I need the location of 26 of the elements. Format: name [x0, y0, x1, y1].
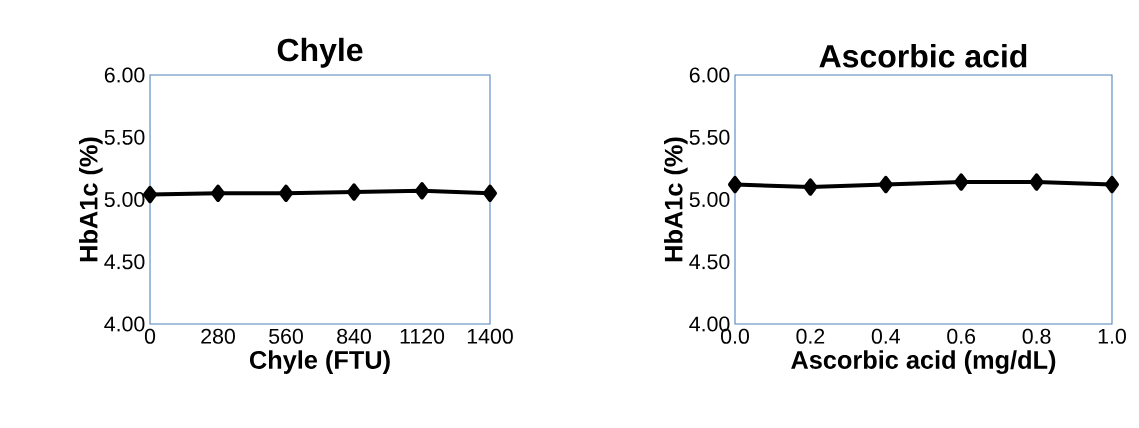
x-tick-label: 280	[201, 328, 235, 344]
y-axis-title: HbA1c (%)	[79, 137, 103, 262]
x-tick-label: 840	[337, 328, 371, 344]
chart-title: Ascorbic acid	[819, 44, 1027, 68]
x-tick-label: 1120	[400, 328, 445, 344]
y-tick-label: 5.50	[104, 129, 145, 145]
x-tick-label: 0.6	[947, 328, 976, 344]
chart-title: Chyle	[277, 37, 363, 68]
y-tick-label: 4.50	[104, 254, 145, 270]
x-tick-label: 0	[144, 328, 156, 344]
y-tick-label: 5.50	[689, 129, 730, 145]
y-tick-label: 5.00	[689, 191, 730, 208]
y-tick-label: 4.50	[689, 254, 730, 270]
x-tick-label: 560	[269, 328, 303, 344]
x-tick-label: 1400	[467, 328, 513, 344]
x-axis-title: Chyle (FTU)	[249, 350, 390, 374]
y-axis-title: HbA1c (%)	[664, 137, 688, 262]
y-tick-label: 6.00	[689, 67, 730, 83]
x-axis-title: Ascorbic acid (mg/dL)	[791, 350, 1056, 375]
y-tick-label: 6.00	[104, 67, 145, 83]
x-tick-label: 0.4	[871, 328, 900, 344]
x-tick-label: 1.0	[1098, 328, 1126, 344]
x-tick-label: 0.2	[796, 328, 825, 344]
y-tick-label: 5.00	[104, 191, 145, 208]
x-tick-label: 0.8	[1022, 328, 1051, 344]
y-tick-label: 4.00	[104, 316, 145, 332]
